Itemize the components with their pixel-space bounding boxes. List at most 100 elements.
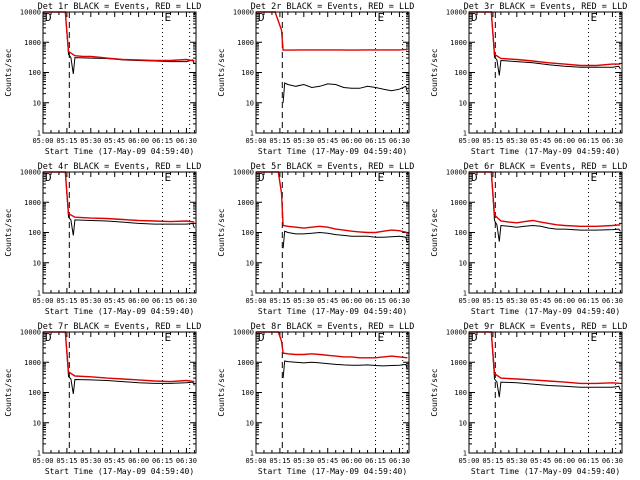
y-tick-label: 1	[250, 130, 254, 138]
x-tick-label: 06:30	[602, 457, 623, 465]
series-lld-line	[256, 331, 408, 359]
x-tick-label: 05:30	[293, 297, 314, 305]
y-tick-label: 100	[454, 69, 467, 77]
corner-label-e: E	[378, 171, 385, 184]
x-tick-label: 06:15	[152, 297, 173, 305]
x-tick-label: 05:45	[530, 457, 551, 465]
chart-title: Det 5r BLACK = Events, RED = LLD	[251, 162, 415, 172]
x-tick-label: 06:00	[341, 297, 362, 305]
y-tick-label: 1000	[237, 359, 254, 367]
x-tick-label: 06:30	[389, 457, 410, 465]
y-tick-label: 100	[241, 389, 254, 397]
x-tick-label: 06:30	[176, 137, 197, 145]
y-tick-label: 1	[463, 290, 467, 298]
chart-title: Det 4r BLACK = Events, RED = LLD	[38, 162, 202, 172]
y-tick-label: 1000	[450, 199, 467, 207]
x-tick-label: 05:30	[80, 297, 101, 305]
x-tick-label: 06:15	[152, 137, 173, 145]
x-axis-label: Start Time (17-May-09 04:59:40)	[471, 147, 620, 156]
corner-label-e: E	[591, 11, 598, 24]
x-axis-label: Start Time (17-May-09 04:59:40)	[258, 307, 407, 316]
x-tick-label: 05:15	[56, 297, 77, 305]
chart-panel-9: Det 9r BLACK = Events, RED = LLD Counts/s…	[430, 322, 627, 476]
y-tick-label: 10000	[446, 169, 467, 177]
x-tick-label: 05:15	[482, 137, 503, 145]
x-tick-label: 06:00	[554, 137, 575, 145]
y-tick-label: 10000	[446, 329, 467, 337]
x-axis-label: Start Time (17-May-09 04:59:40)	[258, 467, 407, 476]
series-lld-line	[256, 171, 408, 234]
y-axis-label: Counts/sec	[217, 368, 226, 416]
x-tick-label: 05:15	[56, 457, 77, 465]
series-lld-line	[43, 331, 195, 383]
y-tick-label: 1000	[24, 199, 41, 207]
y-tick-label: 100	[28, 69, 41, 77]
x-tick-label: 06:15	[365, 297, 386, 305]
plot-frame	[42, 331, 197, 454]
y-tick-label: 1	[37, 130, 41, 138]
y-axis-label: Counts/sec	[4, 368, 13, 416]
x-tick-label: 06:30	[176, 297, 197, 305]
corner-label-d: D	[258, 331, 265, 344]
x-axis-label: Start Time (17-May-09 04:59:40)	[45, 467, 194, 476]
x-axis-label: Start Time (17-May-09 04:59:40)	[258, 147, 407, 156]
y-axis-label: Counts/sec	[430, 48, 439, 96]
y-axis-label: Counts/sec	[217, 48, 226, 96]
chart-panel-4: Det 4r BLACK = Events, RED = LLD Counts/s…	[4, 162, 201, 316]
y-tick-label: 1000	[24, 359, 41, 367]
y-tick-label: 1	[463, 130, 467, 138]
series-lld-line	[43, 11, 195, 62]
plot-frame	[255, 171, 410, 294]
y-tick-label: 10	[33, 419, 41, 427]
corner-label-e: E	[165, 171, 172, 184]
y-tick-label: 1	[250, 290, 254, 298]
corner-label-e: E	[165, 11, 172, 24]
series-events-line	[469, 171, 621, 242]
plot-frame	[255, 331, 410, 454]
x-tick-label: 05:00	[32, 457, 53, 465]
y-tick-label: 100	[241, 69, 254, 77]
y-tick-label: 100	[28, 229, 41, 237]
x-tick-label: 05:45	[317, 457, 338, 465]
x-tick-label: 06:30	[602, 137, 623, 145]
y-tick-label: 10	[459, 419, 467, 427]
x-tick-label: 05:15	[482, 297, 503, 305]
y-tick-label: 10	[33, 99, 41, 107]
chart-title: Det 7r BLACK = Events, RED = LLD	[38, 322, 202, 332]
x-tick-label: 05:30	[506, 297, 527, 305]
corner-label-e: E	[165, 331, 172, 344]
y-tick-label: 1000	[24, 39, 41, 47]
series-lld-line	[469, 171, 621, 228]
x-tick-label: 06:30	[389, 297, 410, 305]
y-tick-label: 10	[459, 259, 467, 267]
corner-label-d: D	[471, 331, 478, 344]
x-tick-label: 06:15	[152, 457, 173, 465]
y-tick-label: 100	[454, 229, 467, 237]
x-tick-label: 06:15	[578, 137, 599, 145]
x-tick-label: 06:00	[128, 137, 149, 145]
y-tick-label: 100	[28, 389, 41, 397]
x-axis-label: Start Time (17-May-09 04:59:40)	[471, 467, 620, 476]
series-events-line	[469, 331, 621, 398]
chart-panel-7: Det 7r BLACK = Events, RED = LLD Counts/s…	[4, 322, 201, 476]
chart-panel-5: Det 5r BLACK = Events, RED = LLD Counts/s…	[217, 162, 414, 316]
x-tick-label: 05:30	[506, 137, 527, 145]
series-events-line	[469, 11, 621, 76]
x-tick-label: 05:45	[317, 137, 338, 145]
x-tick-label: 05:30	[80, 457, 101, 465]
y-tick-label: 10	[246, 99, 254, 107]
chart-panel-2: Det 2r BLACK = Events, RED = LLD Counts/s…	[217, 2, 414, 156]
x-tick-label: 06:15	[578, 457, 599, 465]
x-tick-label: 05:00	[458, 457, 479, 465]
x-tick-label: 05:15	[269, 297, 290, 305]
x-tick-label: 05:45	[104, 297, 125, 305]
y-axis-label: Counts/sec	[4, 208, 13, 256]
x-tick-label: 05:30	[80, 137, 101, 145]
plot-frame	[42, 171, 197, 294]
chart-title: Det 6r BLACK = Events, RED = LLD	[464, 162, 628, 172]
x-tick-label: 06:15	[365, 457, 386, 465]
x-tick-label: 05:30	[293, 457, 314, 465]
plot-frame	[468, 11, 623, 134]
y-axis-label: Counts/sec	[4, 48, 13, 96]
